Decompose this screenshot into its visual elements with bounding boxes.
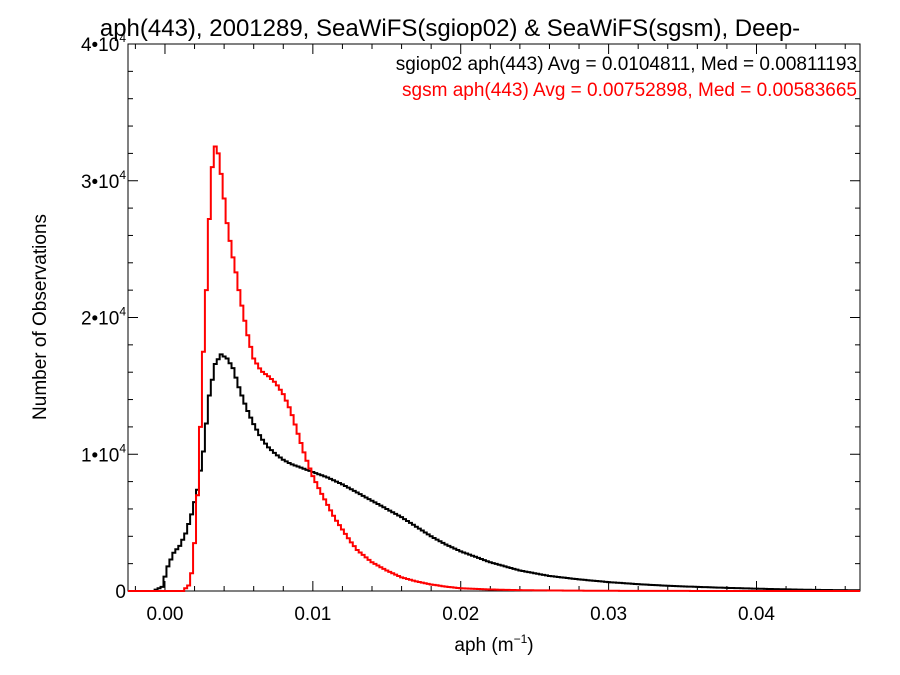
x-axis-label-exponent: −1 [514, 632, 528, 646]
chart-title: aph(443), 2001289, SeaWiFS(sgiop02) & Se… [100, 15, 800, 42]
x-tick-label-4: 0.04 [738, 604, 775, 625]
y-tick-label-0: 0 [115, 582, 126, 603]
series-line-0 [128, 353, 860, 592]
y-axis-label: Number of Observations [30, 214, 51, 420]
legend-entry-0: sgiop02 aph(443) Avg = 0.0104811, Med = … [396, 54, 857, 75]
y-tick-label-mantissa: 2•10 [81, 309, 119, 330]
y-tick-label-mantissa: 1•10 [81, 445, 119, 466]
x-axis-label-text: aph (m [454, 635, 513, 656]
x-tick-label-1: 0.01 [294, 604, 331, 625]
y-tick-label-mantissa: 3•10 [81, 172, 119, 193]
x-axis-label: aph (m−1) [454, 632, 533, 656]
axis-ticks: 0.00 0.01 0.02 0.03 0.0401•1042•1043•1044•10… [81, 31, 860, 625]
y-tick-label-1: 1•104 [81, 441, 126, 466]
y-tick-label-3: 3•104 [81, 168, 126, 193]
x-axis-label-close: ) [527, 635, 533, 656]
y-tick-label-exponent: 4 [119, 441, 126, 455]
legend: sgiop02 aph(443) Avg = 0.0104811, Med = … [396, 54, 857, 101]
y-tick-label-4: 4•104 [81, 31, 126, 56]
x-tick-label-0: 0.00 [146, 604, 183, 625]
x-tick-label-3: 0.03 [590, 604, 627, 625]
y-tick-label-2: 2•104 [81, 305, 126, 330]
legend-entry-1: sgsm aph(443) Avg = 0.00752898, Med = 0.… [402, 80, 857, 101]
y-tick-label-mantissa: 4•10 [81, 35, 119, 56]
x-tick-label-2: 0.02 [442, 604, 479, 625]
y-tick-label-exponent: 4 [119, 168, 126, 182]
y-tick-label-exponent: 4 [119, 305, 126, 319]
series-line-1 [128, 145, 860, 592]
series-lines [128, 145, 860, 592]
plot-frame [127, 43, 861, 592]
y-tick-label-exponent: 4 [119, 31, 126, 45]
y-tick-label-mantissa: 0 [115, 582, 126, 603]
